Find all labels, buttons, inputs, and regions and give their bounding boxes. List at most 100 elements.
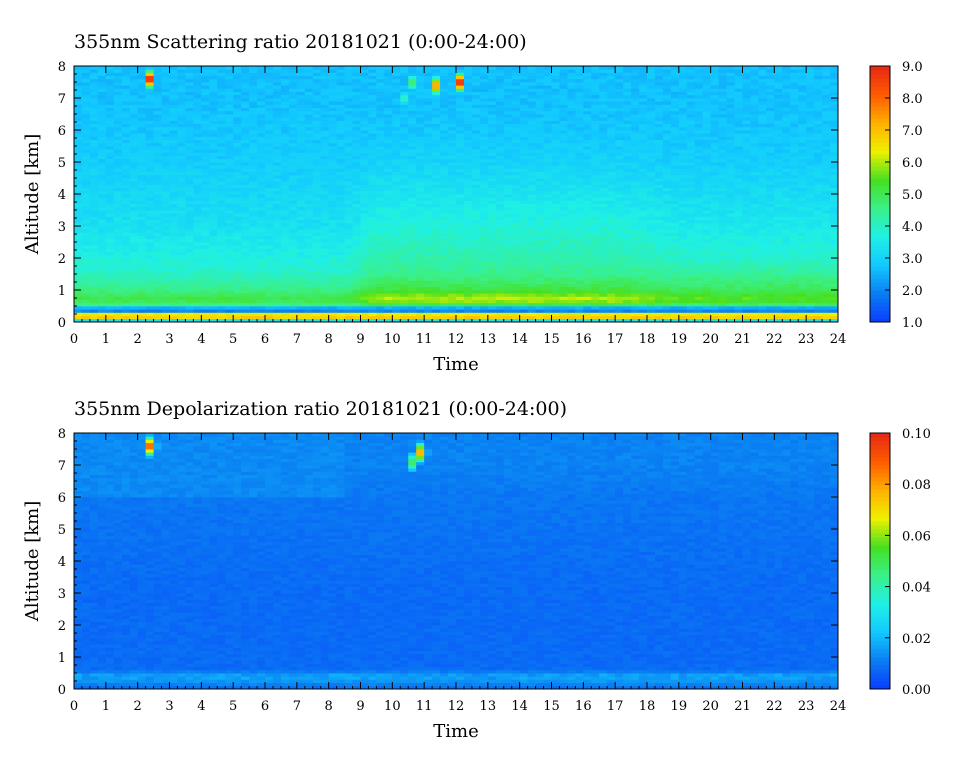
heatmap-cell [257, 108, 265, 112]
heatmap-cell [281, 306, 289, 310]
heatmap-cell [392, 165, 400, 169]
heatmap-cell [544, 293, 552, 297]
heatmap-cell [361, 252, 369, 256]
heatmap-cell [512, 252, 520, 256]
heatmap-cell [138, 172, 146, 176]
heatmap-cell [98, 108, 106, 112]
heatmap-cell [98, 127, 106, 131]
heatmap-cell [440, 178, 448, 182]
heatmap-cell [472, 165, 480, 169]
heatmap-cell [90, 184, 98, 188]
heatmap-cell [170, 284, 178, 288]
heatmap-cell [289, 159, 297, 163]
heatmap-cell [162, 210, 170, 214]
heatmap-cell [257, 258, 265, 262]
heatmap-cell [552, 191, 560, 195]
heatmap-cell [257, 104, 265, 108]
heatmap-cell [177, 197, 185, 201]
heatmap-cell [345, 162, 353, 166]
heatmap-cell [313, 152, 321, 156]
heatmap-cell [504, 191, 512, 195]
heatmap-cell [138, 303, 146, 307]
heatmap-cell [217, 69, 225, 73]
heatmap-cell [559, 296, 567, 300]
heatmap-cell [217, 175, 225, 179]
heatmap-cell [520, 216, 528, 220]
heatmap-cell [90, 255, 98, 259]
heatmap-cell [217, 178, 225, 182]
heatmap-cell [98, 242, 106, 246]
heatmap-cell [432, 133, 440, 137]
heatmap-cell [528, 309, 536, 313]
heatmap-cell [567, 242, 575, 246]
heatmap-cell [289, 92, 297, 96]
heatmap-cell [241, 303, 249, 307]
heatmap-cell [424, 178, 432, 182]
heatmap-cell [281, 316, 289, 320]
heatmap-cell [185, 98, 193, 102]
heatmap-cell [241, 178, 249, 182]
heatmap-cell [353, 111, 361, 115]
heatmap-cell [138, 79, 146, 83]
heatmap-cell [488, 271, 496, 275]
heatmap-cell [289, 127, 297, 131]
heatmap-cell [480, 92, 488, 96]
heatmap-cell [520, 277, 528, 281]
heatmap-cell [464, 194, 472, 198]
heatmap-cell [520, 290, 528, 294]
heatmap-cell [456, 165, 464, 169]
heatmap-cell [313, 312, 321, 316]
heatmap-cell [154, 162, 162, 166]
heatmap-cell [130, 69, 138, 73]
heatmap-cell [464, 111, 472, 115]
heatmap-cell [400, 207, 408, 211]
heatmap-cell [559, 287, 567, 291]
heatmap-cell [496, 280, 504, 284]
heatmap-cell [217, 316, 225, 320]
heatmap-cell [98, 239, 106, 243]
heatmap-cell [217, 95, 225, 99]
heatmap-cell [225, 184, 233, 188]
heatmap-cell [424, 200, 432, 204]
heatmap-cell [488, 111, 496, 115]
heatmap-cell [496, 248, 504, 252]
heatmap-cell [567, 226, 575, 230]
heatmap-cell [321, 69, 329, 73]
heatmap-cell [114, 117, 122, 121]
heatmap-cell [408, 200, 416, 204]
heatmap-cell [408, 162, 416, 166]
heatmap-cell [544, 210, 552, 214]
heatmap-cell [209, 200, 217, 204]
heatmap-cell [138, 111, 146, 115]
heatmap-cell [448, 162, 456, 166]
heatmap-cell [400, 101, 408, 105]
heatmap-cell [520, 104, 528, 108]
heatmap-cell [249, 85, 257, 89]
heatmap-cell [400, 213, 408, 217]
heatmap-cell [305, 220, 313, 224]
heatmap-cell [424, 258, 432, 262]
heatmap-cell [138, 82, 146, 86]
heatmap-cell [448, 152, 456, 156]
heatmap-cell [392, 175, 400, 179]
heatmap-cell [536, 197, 544, 201]
heatmap-cell [361, 296, 369, 300]
heatmap-cell [177, 117, 185, 121]
heatmap-cell [384, 130, 392, 134]
heatmap-cell [353, 255, 361, 259]
heatmap-cell [345, 296, 353, 300]
heatmap-cell [400, 159, 408, 163]
heatmap-cell [281, 117, 289, 121]
heatmap-cell [138, 245, 146, 249]
heatmap-cell [384, 162, 392, 166]
heatmap-cell [408, 306, 416, 310]
heatmap-cell [448, 191, 456, 195]
heatmap-cell [440, 236, 448, 240]
heatmap-cell [241, 165, 249, 169]
heatmap-cell [170, 236, 178, 240]
heatmap-cell [154, 258, 162, 262]
heatmap-cell [520, 82, 528, 86]
heatmap-cell [496, 82, 504, 86]
heatmap-cell [329, 152, 337, 156]
heatmap-cell [90, 104, 98, 108]
